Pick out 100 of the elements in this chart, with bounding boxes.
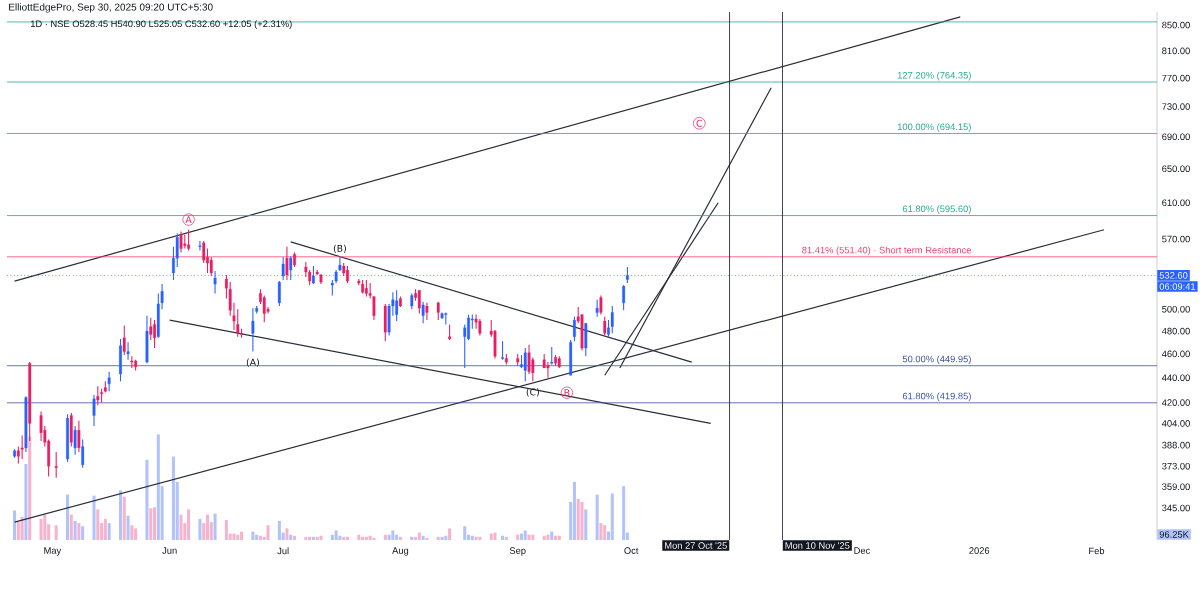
candlestick <box>364 279 368 298</box>
y-tick-label: 388.00 <box>1162 441 1190 449</box>
bar <box>493 532 497 540</box>
bar <box>387 534 391 540</box>
candlestick <box>81 439 85 469</box>
y-tick-label: 345.00 <box>1162 504 1190 512</box>
bar <box>595 494 599 540</box>
y-tick-label: 404.00 <box>1161 420 1190 427</box>
bar <box>179 514 183 540</box>
text: 96.25K <box>1159 531 1189 538</box>
bar <box>546 534 550 540</box>
bar <box>425 537 429 540</box>
annotation: C <box>696 119 703 127</box>
bar <box>77 523 81 540</box>
bar <box>289 534 293 540</box>
bar <box>470 535 474 540</box>
candlestick <box>610 305 614 334</box>
x-tick-label: 2026 <box>969 547 990 554</box>
ref-line-label: Mon 10 Nov '25 <box>785 542 850 549</box>
bar <box>224 519 228 540</box>
y-tick-label: 850.00 <box>1162 21 1190 29</box>
x-tick-label: Jul <box>277 547 289 555</box>
bar <box>527 534 531 540</box>
candlestick <box>501 340 504 361</box>
bar <box>584 509 588 540</box>
bar <box>213 513 217 540</box>
candlestick <box>603 316 607 337</box>
bar <box>576 498 580 540</box>
bar <box>523 530 527 540</box>
bar <box>205 514 210 540</box>
candlestick <box>417 289 421 315</box>
bar <box>383 534 387 540</box>
candlestick <box>69 412 73 448</box>
candlestick <box>183 233 187 250</box>
annotation: (C) <box>526 388 539 397</box>
x-tick-label: Dec <box>854 547 870 554</box>
bar <box>96 509 100 540</box>
bar <box>474 536 478 540</box>
y-tick-label: 460.00 <box>1161 350 1190 358</box>
bar <box>28 436 32 540</box>
candlestick <box>569 339 573 376</box>
ref-line-label: 127.20% (764.35) <box>897 71 971 81</box>
candlestick <box>126 341 130 361</box>
bar <box>43 514 47 540</box>
bar <box>572 481 576 540</box>
candlestick <box>440 311 444 320</box>
bar <box>372 537 376 540</box>
bar <box>81 526 85 540</box>
ref-line-label: 61.80% (419.85) <box>902 392 971 402</box>
bar <box>126 515 130 540</box>
candlestick <box>399 295 402 308</box>
candlestick <box>187 229 191 251</box>
text: 06:09:41 <box>1159 283 1196 290</box>
annotation: (A) <box>246 358 259 367</box>
y-tick-label: 373.00 <box>1162 462 1190 470</box>
text: 1D · NSE O528.45 H540.90 L525.05 C532.60 +12.05 (+2.31%) <box>30 20 292 29</box>
ref-line-label: Mon 27 Oct '25 <box>665 542 727 549</box>
bar <box>342 536 346 540</box>
bar <box>240 531 244 540</box>
x-tick-label: Feb <box>1089 547 1105 555</box>
candlestick <box>436 301 440 321</box>
x-tick-label: Sep <box>509 547 526 556</box>
bar <box>103 518 107 540</box>
bar <box>334 530 338 540</box>
ref-line-label: 532.60 <box>1159 272 1188 279</box>
x-tick-label: Oct <box>624 547 639 554</box>
candlestick <box>523 347 527 382</box>
bar <box>69 514 73 540</box>
bar <box>448 528 452 540</box>
ref-line-label: 81.41% (551.40) · Short term Resistance <box>802 246 971 256</box>
x-tick-label: Aug <box>392 547 409 556</box>
candlestick <box>100 388 103 404</box>
bar <box>345 536 349 540</box>
x-tick-label: May <box>44 547 62 556</box>
bar <box>436 536 440 540</box>
bar <box>580 501 584 540</box>
bar <box>357 534 361 540</box>
bar <box>444 535 448 540</box>
y-tick-label: 730.00 <box>1162 103 1190 110</box>
y-tick-label: 359.00 <box>1162 483 1190 490</box>
candlestick <box>54 451 58 479</box>
y-tick-label: 480.00 <box>1161 327 1190 335</box>
bar <box>187 509 191 540</box>
bar <box>13 510 17 540</box>
annotation: B <box>564 389 570 397</box>
bar <box>622 486 626 540</box>
candlestick <box>444 311 448 325</box>
bar <box>304 536 308 540</box>
candlestick <box>361 279 365 294</box>
candlestick <box>198 240 202 251</box>
bar <box>277 520 281 540</box>
bar <box>66 494 70 540</box>
candlestick <box>134 359 138 371</box>
bar <box>599 523 603 540</box>
bar <box>542 535 546 540</box>
bar <box>149 508 153 540</box>
bar <box>171 456 175 540</box>
candlestick <box>240 328 243 339</box>
bar <box>478 536 482 540</box>
candlestick <box>448 323 452 341</box>
